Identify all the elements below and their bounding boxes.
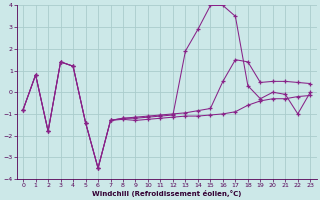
X-axis label: Windchill (Refroidissement éolien,°C): Windchill (Refroidissement éolien,°C) <box>92 190 241 197</box>
